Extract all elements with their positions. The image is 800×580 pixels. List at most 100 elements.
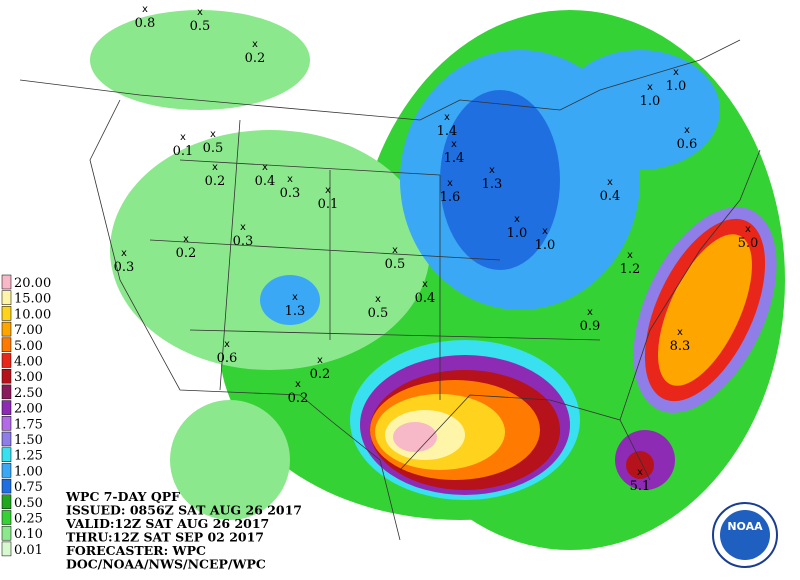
- legend-swatch: [1, 353, 12, 368]
- legend-label: 0.01: [14, 543, 43, 558]
- legend-label: 0.25: [14, 512, 43, 527]
- x-marker: x: [212, 162, 218, 173]
- point-value: 1.3: [285, 304, 306, 319]
- point-value: 0.6: [217, 351, 238, 366]
- legend-label: 0.10: [14, 527, 43, 542]
- legend-swatch: [1, 337, 12, 353]
- legend-swatch: [1, 274, 12, 290]
- legend-swatch: [1, 510, 12, 525]
- x-marker: x: [514, 214, 520, 225]
- point-value: 1.0: [666, 79, 687, 94]
- legend-label: 0.75: [14, 480, 43, 495]
- point-value: 1.4: [437, 124, 458, 139]
- legend-swatch: [1, 541, 12, 557]
- legend-label: 1.00: [14, 464, 43, 479]
- point-value: 1.0: [640, 94, 661, 109]
- point-value: 0.5: [368, 306, 389, 321]
- point-value: 1.4: [444, 151, 465, 166]
- point-value: 0.5: [190, 19, 211, 34]
- x-marker: x: [183, 234, 189, 245]
- legend-swatch: [1, 306, 12, 321]
- x-marker: x: [197, 7, 203, 18]
- point-value: 0.2: [176, 246, 197, 261]
- header-line: WPC 7-DAY QPF: [65, 489, 180, 504]
- legend-label: 3.00: [14, 370, 43, 385]
- point-value: 0.4: [600, 189, 621, 204]
- x-marker: x: [627, 250, 633, 261]
- legend-label: 1.50: [14, 433, 43, 448]
- x-marker: x: [444, 112, 450, 123]
- legend-label: 1.25: [14, 449, 43, 464]
- x-marker: x: [375, 294, 381, 305]
- x-marker: x: [240, 222, 246, 233]
- point-value: 0.1: [318, 197, 339, 212]
- x-marker: x: [637, 467, 643, 478]
- legend-label: 7.00: [14, 323, 43, 338]
- logo-text: NOAA: [727, 520, 763, 533]
- x-marker: x: [295, 379, 301, 390]
- x-marker: x: [121, 248, 127, 259]
- header-line: THRU:12Z SAT SEP 02 2017: [66, 530, 264, 545]
- point-value: 0.3: [280, 186, 301, 201]
- legend-label: 0.50: [14, 496, 43, 511]
- point-value: 0.3: [233, 234, 254, 249]
- legend-label: 20.00: [14, 276, 51, 291]
- x-marker: x: [447, 178, 453, 189]
- x-marker: x: [647, 82, 653, 93]
- x-marker: x: [292, 292, 298, 303]
- point-value: 0.2: [245, 51, 266, 66]
- point-value: 0.5: [385, 257, 406, 272]
- point-value: 5.1: [630, 479, 651, 494]
- x-marker: x: [252, 39, 258, 50]
- legend: 20.0015.0010.007.005.004.003.002.502.001…: [1, 274, 51, 558]
- legend-swatch: [1, 416, 12, 431]
- point-value: 1.0: [535, 238, 556, 253]
- precip-fields: [90, 10, 785, 550]
- x-marker: x: [180, 132, 186, 143]
- point-value: 0.4: [255, 174, 276, 189]
- point-value: 1.6: [440, 190, 461, 205]
- x-marker: x: [422, 279, 428, 290]
- legend-label: 1.75: [14, 417, 43, 432]
- header-line: VALID:12Z SAT AUG 26 2017: [65, 516, 269, 531]
- point-value: 0.5: [203, 141, 224, 156]
- point-value: 0.2: [205, 174, 226, 189]
- point-value: 0.6: [677, 137, 698, 152]
- x-marker: x: [451, 139, 457, 150]
- legend-swatch: [1, 447, 12, 462]
- point-value: 5.0: [738, 236, 759, 251]
- legend-swatch: [1, 384, 12, 400]
- legend-swatch: [1, 463, 12, 478]
- x-marker: x: [607, 177, 613, 188]
- header-line: ISSUED: 0856Z SAT AUG 26 2017: [66, 503, 302, 518]
- legend-label: 15.00: [14, 292, 51, 307]
- point-value: 0.3: [114, 260, 135, 275]
- x-marker: x: [224, 339, 230, 350]
- x-marker: x: [142, 4, 148, 15]
- header-line: DOC/NOAA/NWS/NCEP/WPC: [66, 557, 266, 572]
- boundaries: [19, 39, 761, 541]
- x-marker: x: [673, 67, 679, 78]
- legend-swatch: [1, 525, 12, 541]
- header-line: FORECASTER: WPC: [66, 543, 206, 558]
- x-marker: x: [210, 129, 216, 140]
- x-marker: x: [745, 224, 751, 235]
- x-marker: x: [262, 162, 268, 173]
- point-value: 0.2: [288, 391, 309, 406]
- point-value: 1.2: [620, 262, 641, 277]
- point-value: 0.8: [135, 16, 156, 31]
- point-value: 1.0: [507, 226, 528, 241]
- point-value: 8.3: [670, 339, 691, 354]
- legend-swatch: [1, 368, 12, 384]
- noaa-logo: NOAA: [712, 502, 778, 568]
- legend-label: 5.00: [14, 339, 43, 354]
- legend-swatch: [1, 321, 12, 337]
- legend-label: 4.00: [14, 355, 43, 370]
- x-marker: x: [677, 327, 683, 338]
- legend-swatch: [1, 290, 12, 305]
- x-marker: x: [392, 245, 398, 256]
- legend-label: 2.50: [14, 386, 43, 401]
- legend-swatch: [1, 478, 12, 494]
